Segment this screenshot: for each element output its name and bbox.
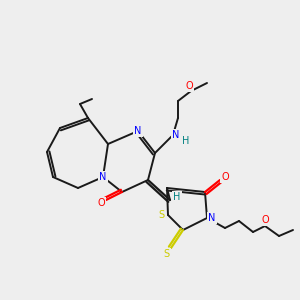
Text: N: N [208,213,216,223]
Text: S: S [158,210,164,220]
Text: O: O [185,81,193,91]
Text: N: N [172,130,180,140]
Text: S: S [163,249,169,259]
Text: H: H [182,136,190,146]
Text: O: O [261,215,269,225]
Text: O: O [97,198,105,208]
Text: N: N [134,126,142,136]
Text: N: N [99,172,107,182]
Text: H: H [173,192,181,202]
Text: O: O [221,172,229,182]
